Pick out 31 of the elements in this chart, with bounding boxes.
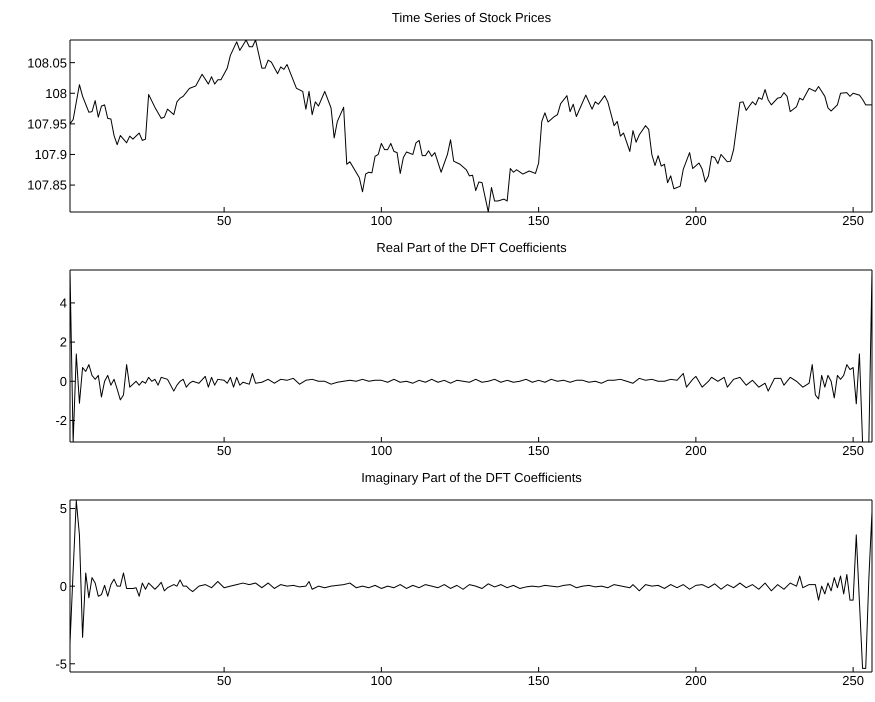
chart-title: Real Part of the DFT Coefficients: [375, 240, 568, 255]
x-tick-label: 150: [528, 443, 550, 458]
y-tick-label: 107.85: [27, 178, 67, 193]
x-tick-label: 250: [842, 673, 864, 688]
y-tick-label: 108.05: [27, 55, 67, 70]
x-tick-label: 200: [685, 213, 707, 228]
x-tick-label: 100: [370, 213, 392, 228]
x-tick-label: 250: [842, 213, 864, 228]
y-tick-label: -2: [55, 413, 67, 428]
y-tick-label: 4: [60, 296, 67, 311]
x-tick-label: 150: [528, 213, 550, 228]
y-tick-label: -5: [55, 656, 67, 672]
y-tick-label: 107.95: [27, 116, 67, 132]
x-tick-label: 100: [370, 673, 392, 688]
line-series: [70, 500, 872, 669]
y-tick-label: 5: [60, 501, 67, 516]
chart-title: Time Series of Stock Prices: [390, 10, 552, 25]
x-tick-label: 100: [370, 443, 392, 458]
x-tick-label: 150: [528, 673, 550, 688]
y-tick-label: 108: [45, 86, 67, 101]
chart-title: Imaginary Part of the DFT Coefficients: [360, 470, 583, 485]
y-tick-label: 0: [60, 578, 67, 594]
y-tick-label: 107.9: [34, 147, 67, 162]
x-tick-label: 50: [216, 443, 232, 458]
y-tick-label: 2: [60, 334, 67, 350]
x-tick-label: 250: [842, 443, 864, 458]
x-tick-label: 200: [685, 673, 707, 688]
y-tick-label: 0: [60, 374, 67, 389]
x-tick-label: 200: [685, 443, 707, 458]
x-tick-label: 50: [216, 673, 232, 688]
x-tick-label: 50: [216, 213, 232, 228]
